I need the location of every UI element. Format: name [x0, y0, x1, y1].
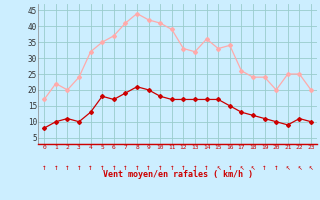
- Text: ↑: ↑: [170, 163, 174, 172]
- Text: ↑: ↑: [123, 163, 128, 172]
- Text: ↑: ↑: [77, 163, 81, 172]
- Text: ↑: ↑: [193, 163, 197, 172]
- Text: ↑: ↑: [158, 163, 163, 172]
- Text: ↖: ↖: [297, 163, 302, 172]
- Text: ↖: ↖: [251, 163, 255, 172]
- Text: ↖: ↖: [216, 163, 220, 172]
- Text: ↑: ↑: [65, 163, 70, 172]
- Text: ↑: ↑: [262, 163, 267, 172]
- Text: ↑: ↑: [88, 163, 93, 172]
- Text: ↖: ↖: [239, 163, 244, 172]
- X-axis label: Vent moyen/en rafales ( km/h ): Vent moyen/en rafales ( km/h ): [103, 170, 252, 179]
- Text: ↑: ↑: [146, 163, 151, 172]
- Text: ↑: ↑: [100, 163, 105, 172]
- Text: ↑: ↑: [228, 163, 232, 172]
- Text: ↑: ↑: [135, 163, 139, 172]
- Text: ↑: ↑: [274, 163, 278, 172]
- Text: ↑: ↑: [204, 163, 209, 172]
- Text: ↑: ↑: [181, 163, 186, 172]
- Text: ↑: ↑: [111, 163, 116, 172]
- Text: ↖: ↖: [285, 163, 290, 172]
- Text: ↖: ↖: [309, 163, 313, 172]
- Text: ↑: ↑: [53, 163, 58, 172]
- Text: ↑: ↑: [42, 163, 46, 172]
